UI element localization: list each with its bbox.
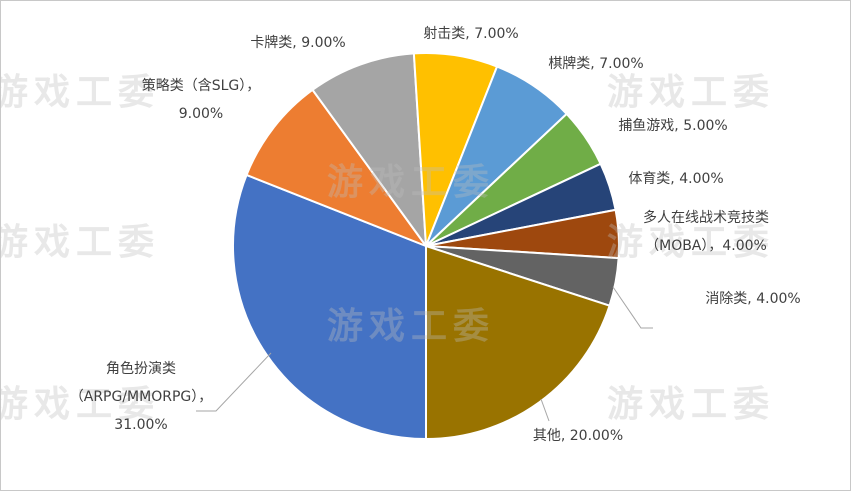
pie-slice [245, 88, 429, 249]
watermark: 游戏工委 [606, 222, 776, 263]
leader-line [540, 398, 550, 422]
pie-slice [425, 244, 611, 441]
watermark: 游戏工委 [0, 72, 161, 113]
watermark: 游戏工委 [0, 222, 161, 263]
data-label: 角色扮演类 （ARPG/MMORPG）， 31.00% [69, 361, 213, 433]
data-label: 多人在线战术竞技类 （MOBA），4.00% [643, 210, 769, 254]
watermark: 游戏工委 [606, 72, 776, 113]
watermark: 游戏工委 [326, 306, 496, 347]
data-label: 消除类, 4.00% [705, 291, 801, 307]
data-label: 卡牌类, 9.00% [250, 35, 346, 51]
data-label: 捕鱼游戏, 5.00% [618, 118, 728, 134]
data-label: 体育类, 4.00% [628, 171, 724, 187]
watermark: 游戏工委 [606, 384, 776, 425]
data-label: 棋牌类, 7.00% [548, 56, 644, 72]
data-label: 射击类, 7.00% [423, 26, 519, 42]
data-label: 其他, 20.00% [532, 428, 624, 444]
data-label: 策略类（含SLG）， 9.00% [141, 78, 261, 122]
watermark: 游戏工委 [0, 384, 161, 425]
leader-line [196, 352, 272, 412]
pie-slice [311, 52, 428, 250]
pie-slice [232, 173, 427, 441]
leader-line [612, 286, 653, 329]
watermark: 游戏工委 [326, 162, 496, 203]
